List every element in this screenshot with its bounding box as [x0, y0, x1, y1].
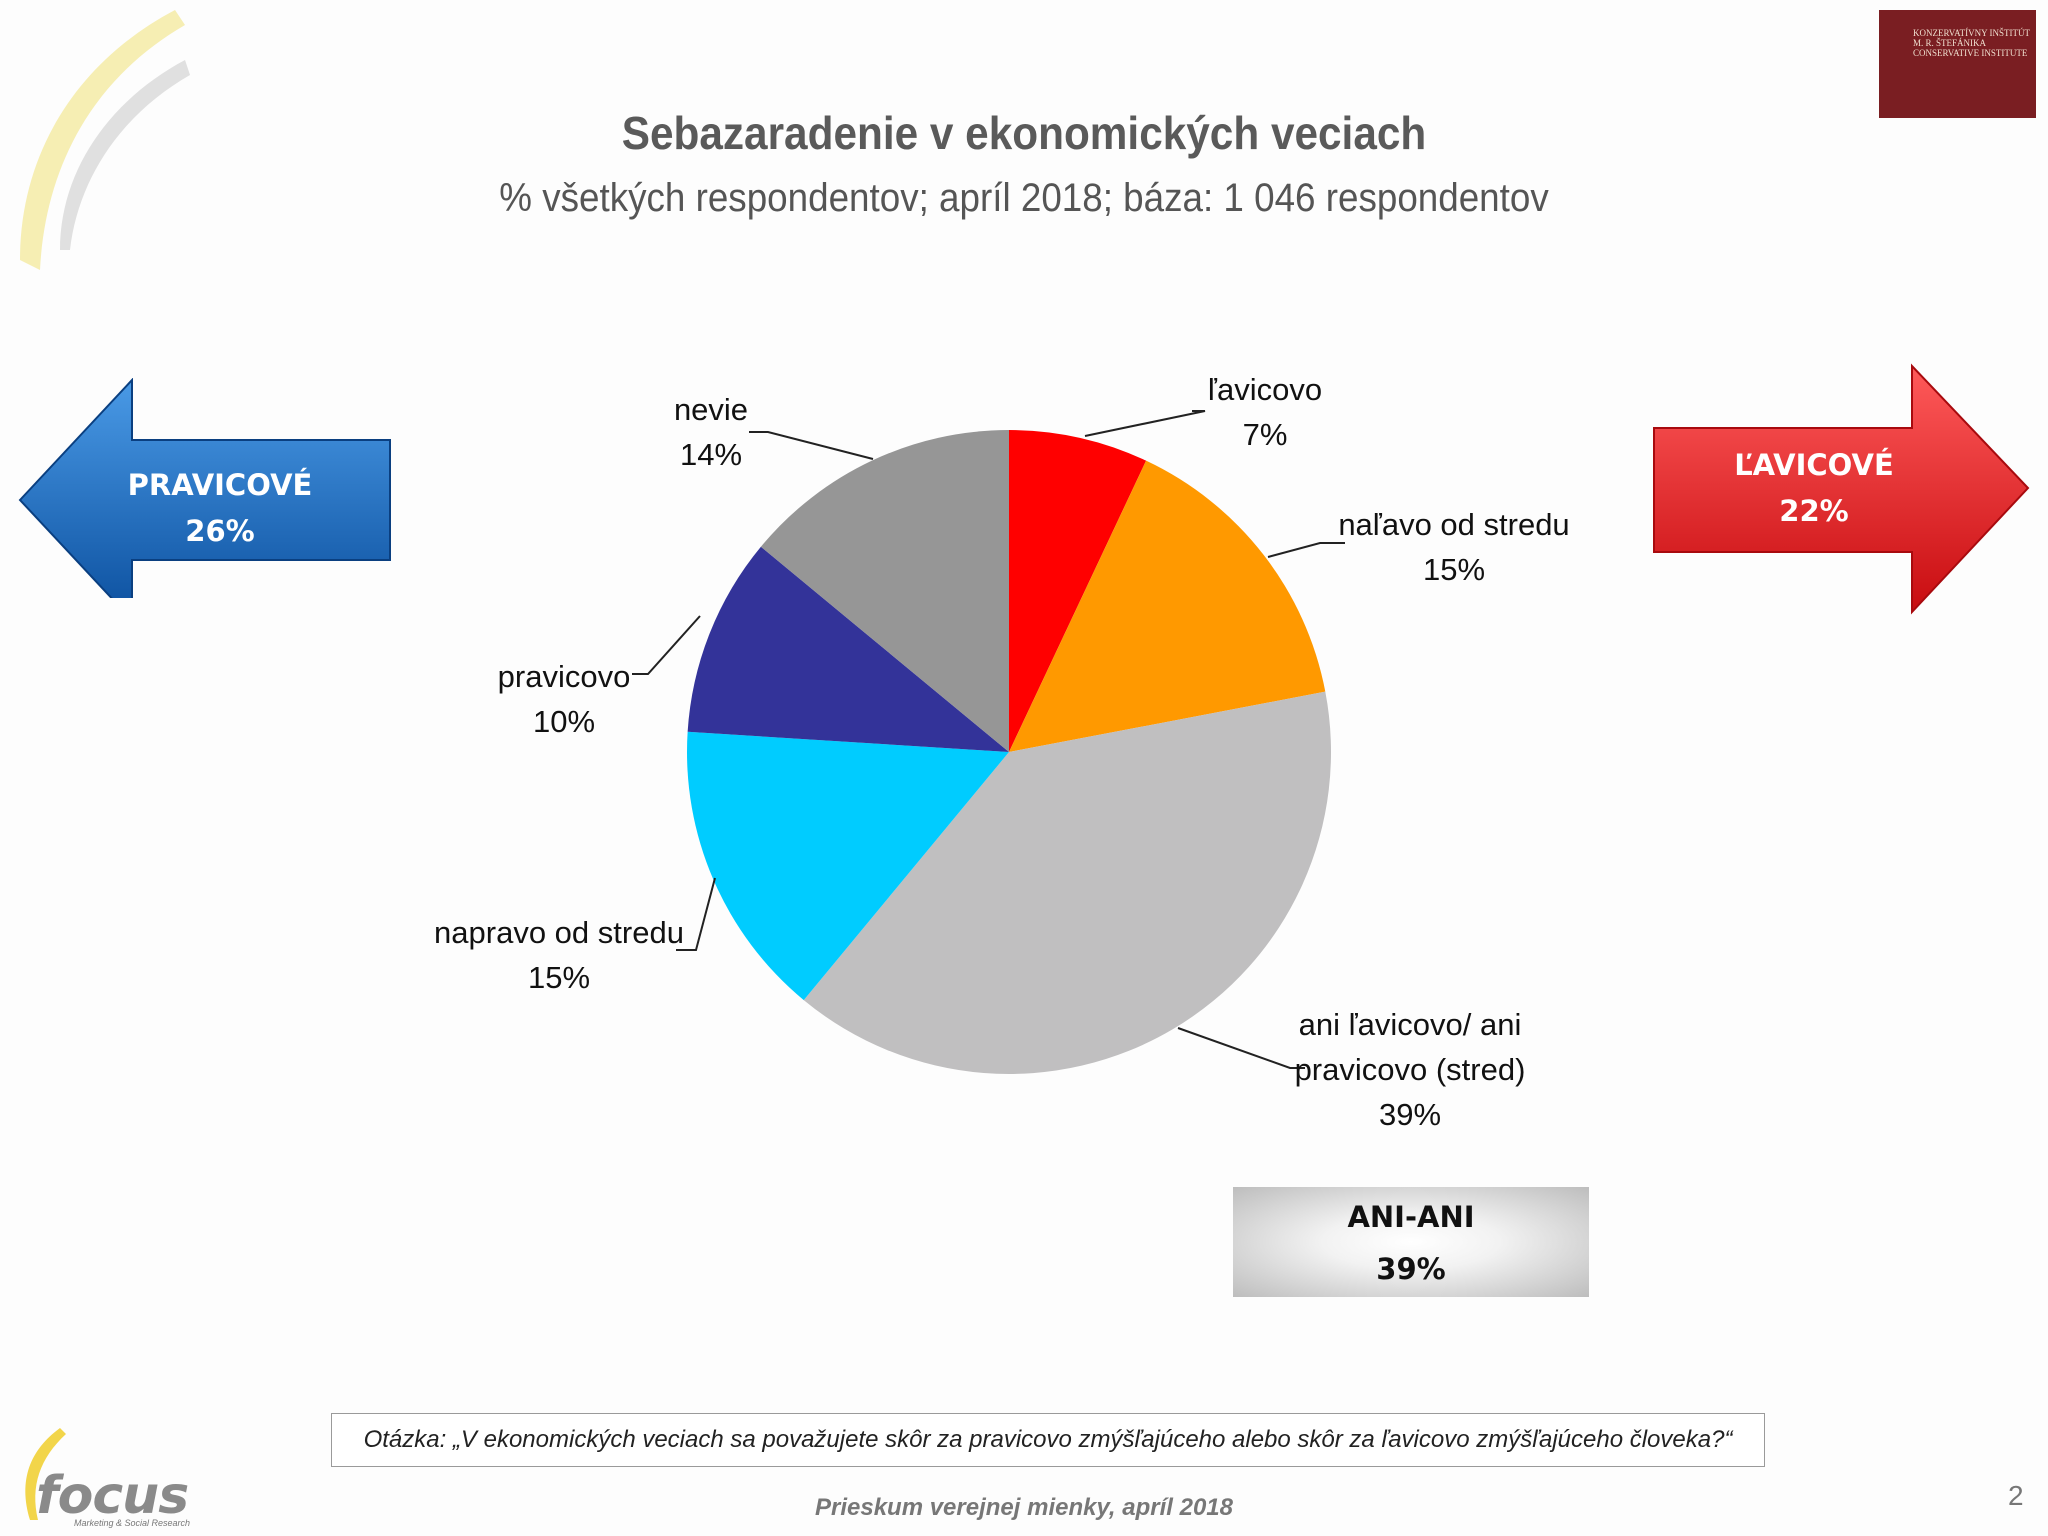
slice-value-label: 39% — [1379, 1097, 1441, 1132]
question-text: Otázka: „V ekonomických veciach sa považ… — [331, 1413, 1765, 1467]
pie-slice — [687, 546, 1009, 752]
pie-slice — [687, 731, 1009, 1001]
page-number: 2 — [2008, 1480, 2024, 1511]
leader-line — [1267, 542, 1345, 558]
pravicove-arrow-text: PRAVICOVÉ 26% — [90, 462, 350, 554]
chart-title: Sebazaradenie v ekonomických veciach — [621, 107, 1427, 159]
slice-value-label: 10% — [533, 704, 595, 739]
institute-logo-line: KONZERVATÍVNY INŠTITÚT M. R. ŠTEFÁNIKA — [1913, 28, 2030, 48]
focus-logo-word: focus — [36, 1466, 189, 1526]
focus-logo-tagline: Marketing & Social Research — [74, 1518, 191, 1528]
lavicove-arrow-text: ĽAVICOVÉ 22% — [1684, 442, 1944, 534]
slice-label: ani ľavicovo/ ani — [1299, 1007, 1522, 1042]
summary-box: ANI-ANI 39% — [1233, 1187, 1589, 1297]
leader-line — [1177, 1027, 1305, 1069]
summary-value: 39% — [1376, 1252, 1446, 1286]
pie-slice — [803, 691, 1332, 1075]
slice-label: naľavo od stredu — [1338, 507, 1569, 542]
leader-line — [1084, 410, 1206, 437]
lavicove-arrow — [1653, 363, 2030, 615]
decorative-swoosh — [20, 10, 190, 270]
pravicove-value: 26% — [185, 514, 255, 548]
slice-label: nevie — [674, 392, 748, 427]
lavicove-label: ĽAVICOVÉ — [1734, 448, 1894, 482]
slice-label: pravicovo (stred) — [1295, 1052, 1526, 1087]
slice-value-label: 15% — [1423, 552, 1485, 587]
pie-slice — [1009, 430, 1147, 752]
summary-label: ANI-ANI — [1347, 1200, 1475, 1234]
slice-label: ľavicovo — [1208, 372, 1322, 407]
lavicove-value: 22% — [1779, 494, 1849, 528]
focus-logo-mark — [25, 1428, 66, 1520]
footer-text: Prieskum verejnej mienky, apríl 2018 — [814, 1494, 1234, 1521]
slice-value-label: 15% — [528, 960, 590, 995]
pie-slice — [1009, 460, 1326, 752]
institute-logo-line: CONSERVATIVE INSTITUTE — [1913, 48, 2028, 58]
slice-value-label: 14% — [680, 437, 742, 472]
slice-value-label: 7% — [1243, 417, 1288, 452]
leader-line — [632, 615, 701, 675]
pie-slice — [760, 430, 1009, 752]
pravicove-label: PRAVICOVÉ — [127, 468, 313, 502]
chart-subtitle: % všetkých respondentov; apríl 2018; báz… — [499, 176, 1549, 220]
leader-line — [676, 877, 716, 951]
slice-label: napravo od stredu — [434, 915, 684, 950]
institute-logo: KONZERVATÍVNY INŠTITÚT M. R. ŠTEFÁNIKA CO… — [1879, 10, 2036, 118]
leader-line — [749, 431, 874, 460]
slice-label: pravicovo — [498, 659, 631, 694]
pravicove-arrow — [18, 378, 391, 598]
